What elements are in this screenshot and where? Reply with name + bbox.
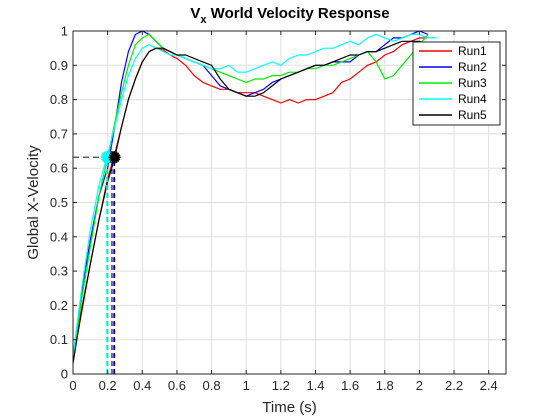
y-tick-label: 0.9 bbox=[50, 58, 68, 73]
x-axis-label: Time (s) bbox=[262, 399, 316, 416]
legend-label-run2: Run2 bbox=[458, 60, 487, 74]
x-tick-label: 0.6 bbox=[168, 378, 186, 393]
y-tick-label: 0.2 bbox=[50, 298, 68, 313]
y-tick-label: 0.8 bbox=[50, 92, 68, 107]
x-tick-label: 1 bbox=[243, 378, 250, 393]
legend-label-run5: Run5 bbox=[458, 108, 487, 122]
series-lines bbox=[72, 30, 437, 364]
y-tick-label: 0.6 bbox=[50, 161, 68, 176]
x-tick-label: 1.2 bbox=[272, 378, 290, 393]
y-tick-label: 0.5 bbox=[50, 195, 68, 210]
y-tick-label: 0 bbox=[61, 367, 68, 382]
series-line-run5 bbox=[72, 40, 429, 364]
y-tick-label: 1 bbox=[61, 24, 68, 39]
axis-ticks: 0 0.2 0.4 0.6 0.8 1 1.2 1.4 1.6 1.8 2 2.2 2.4 0 0.1 0.2… bbox=[50, 24, 506, 393]
chart-title: Vx World Velocity Response bbox=[190, 5, 389, 26]
series-line-run4 bbox=[72, 33, 437, 357]
legend-label-run3: Run3 bbox=[458, 76, 487, 90]
marker-spoke bbox=[108, 154, 121, 161]
x-tick-label: 1.4 bbox=[306, 378, 324, 393]
y-tick-label: 0.7 bbox=[50, 126, 68, 141]
x-tick-label: 0.8 bbox=[203, 378, 221, 393]
x-tick-label: 2 bbox=[416, 378, 423, 393]
x-tick-label: 2.4 bbox=[480, 378, 498, 393]
x-tick-label: 0 bbox=[69, 378, 76, 393]
y-tick-label: 0.1 bbox=[50, 332, 68, 347]
x-tick-label: 1.6 bbox=[341, 378, 359, 393]
rise-time-marker-run5 bbox=[108, 151, 121, 164]
y-tick-label: 0.4 bbox=[50, 229, 68, 244]
x-tick-label: 0.2 bbox=[99, 378, 117, 393]
chart-title-subscript: x bbox=[200, 14, 207, 26]
legend-box bbox=[412, 41, 501, 126]
legend: Run1 Run2 Run3 Run4 Run5 bbox=[412, 41, 501, 126]
y-tick-label: 0.3 bbox=[50, 264, 68, 279]
chart-title-rest: World Velocity Response bbox=[207, 5, 390, 22]
legend-label-run4: Run4 bbox=[458, 92, 487, 106]
x-tick-label: 0.4 bbox=[133, 378, 151, 393]
x-tick-label: 1.8 bbox=[376, 378, 394, 393]
rise-time-markers bbox=[73, 151, 121, 374]
y-axis-label: Global X-Velocity bbox=[25, 145, 42, 260]
legend-label-run1: Run1 bbox=[458, 44, 487, 58]
x-tick-label: 2.2 bbox=[445, 378, 463, 393]
chart-title-main: V bbox=[190, 5, 200, 22]
